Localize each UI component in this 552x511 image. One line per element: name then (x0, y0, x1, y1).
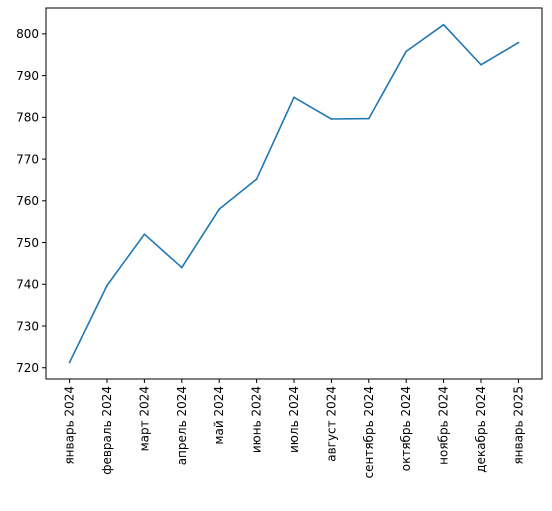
data-point (330, 118, 333, 120)
x-tick-label: январь 2025 (511, 386, 525, 465)
plot-area (45, 7, 543, 380)
x-tick-label: январь 2024 (63, 386, 77, 465)
y-tick-label: 800 (16, 27, 39, 41)
y-tick-label: 720 (16, 361, 39, 375)
x-tick-label: апрель 2024 (175, 386, 189, 465)
data-point (255, 178, 258, 180)
x-tick-label: сентябрь 2024 (362, 386, 376, 478)
data-point (68, 361, 71, 364)
y-tick-label: 750 (16, 236, 39, 250)
y-tick-label: 770 (16, 152, 39, 166)
data-point (405, 50, 408, 53)
data-point (143, 233, 146, 235)
data-point (218, 208, 220, 210)
data-point (293, 96, 295, 99)
y-tick-label: 790 (16, 69, 39, 83)
x-axis: январь 2024 февраль 2024 март 2024 апрель 2… (63, 379, 525, 478)
x-tick-label: июль 2024 (287, 386, 301, 453)
y-tick-label: 760 (16, 194, 39, 208)
y-axis: 720 730 740 750 760 770 780 790 800 (16, 27, 46, 375)
x-tick-label: февраль 2024 (100, 386, 114, 475)
x-tick-label: июнь 2024 (250, 386, 264, 453)
y-tick-label: 740 (16, 278, 39, 292)
x-tick-label: ноябрь 2024 (437, 386, 451, 465)
data-point (181, 266, 183, 269)
data-point (517, 41, 520, 44)
data-point (480, 63, 482, 66)
y-tick-label: 730 (16, 319, 39, 333)
data-point (368, 117, 370, 120)
x-tick-label: декабрь 2024 (474, 386, 488, 473)
x-tick-label: май 2024 (212, 386, 226, 445)
x-tick-label: март 2024 (137, 386, 151, 451)
y-tick-label: 780 (16, 111, 39, 125)
series-layer (68, 23, 520, 364)
x-tick-label: август 2024 (324, 386, 338, 462)
data-point (442, 23, 445, 26)
data-point (106, 284, 108, 287)
x-tick-label: октябрь 2024 (399, 386, 413, 471)
